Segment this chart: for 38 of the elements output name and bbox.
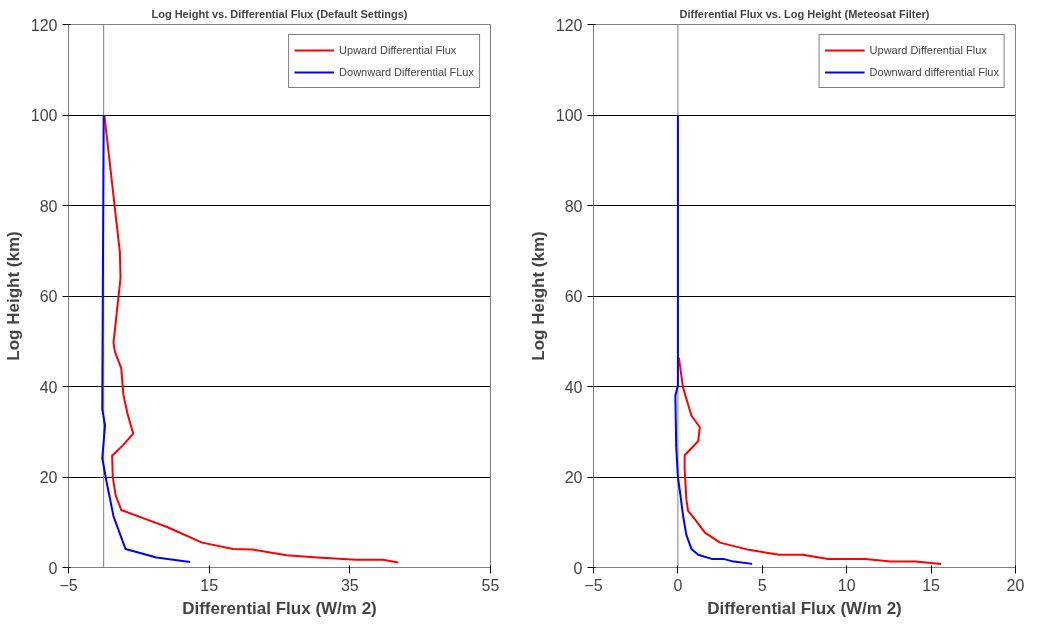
y-tick-label: 0 xyxy=(573,559,583,577)
line-series xyxy=(677,356,943,565)
x-tick-label: 5 xyxy=(757,576,767,594)
x-tick-label: −5 xyxy=(59,576,78,594)
x-tick-label: 15 xyxy=(200,576,219,594)
y-tick-label: 0 xyxy=(48,559,58,577)
x-axis-title: Differential Flux (W/m 2) xyxy=(707,598,902,618)
y-axis-title: Log Height (km) xyxy=(3,231,23,361)
y-tick-label: 20 xyxy=(39,469,58,486)
x-axis-title: Differential Flux (W/m 2) xyxy=(182,598,377,618)
y-tick-label: 80 xyxy=(564,197,583,215)
y-tick-label: 80 xyxy=(39,197,58,215)
y-tick-label: 120 xyxy=(30,16,58,34)
x-tick-label: 35 xyxy=(340,576,359,594)
y-tick-label: 120 xyxy=(555,16,583,34)
x-tick-label: 15 xyxy=(922,576,941,594)
chart-title: Differential Flux vs. Log Height (Meteosat Filter) xyxy=(679,7,930,20)
line-series xyxy=(674,114,754,565)
legend-label: Upward Differential Flux xyxy=(869,44,987,56)
x-tick-label: 55 xyxy=(481,576,500,594)
y-tick-label: 60 xyxy=(564,288,583,305)
legend-label: Downward Differential FLux xyxy=(339,66,474,78)
y-tick-label: 100 xyxy=(30,107,58,124)
x-tick-label: 0 xyxy=(673,576,683,594)
chart-title: Log Height vs. Differential Flux (Default Settings) xyxy=(151,7,408,20)
y-tick-label: 20 xyxy=(564,469,583,486)
x-tick-label: 10 xyxy=(837,576,856,594)
y-tick-label: 40 xyxy=(564,378,583,396)
y-axis-title: Log Height (km) xyxy=(528,231,548,361)
y-tick-label: 100 xyxy=(555,107,583,124)
line-series xyxy=(103,114,400,564)
x-tick-label: 20 xyxy=(1006,576,1025,594)
y-tick-label: 40 xyxy=(39,378,58,396)
y-tick-label: 60 xyxy=(39,288,58,305)
legend-label: Upward Differential Flux xyxy=(339,44,457,56)
legend-label: Downward differential Flux xyxy=(869,66,999,78)
line-series xyxy=(101,114,192,564)
x-tick-label: −5 xyxy=(584,576,603,594)
